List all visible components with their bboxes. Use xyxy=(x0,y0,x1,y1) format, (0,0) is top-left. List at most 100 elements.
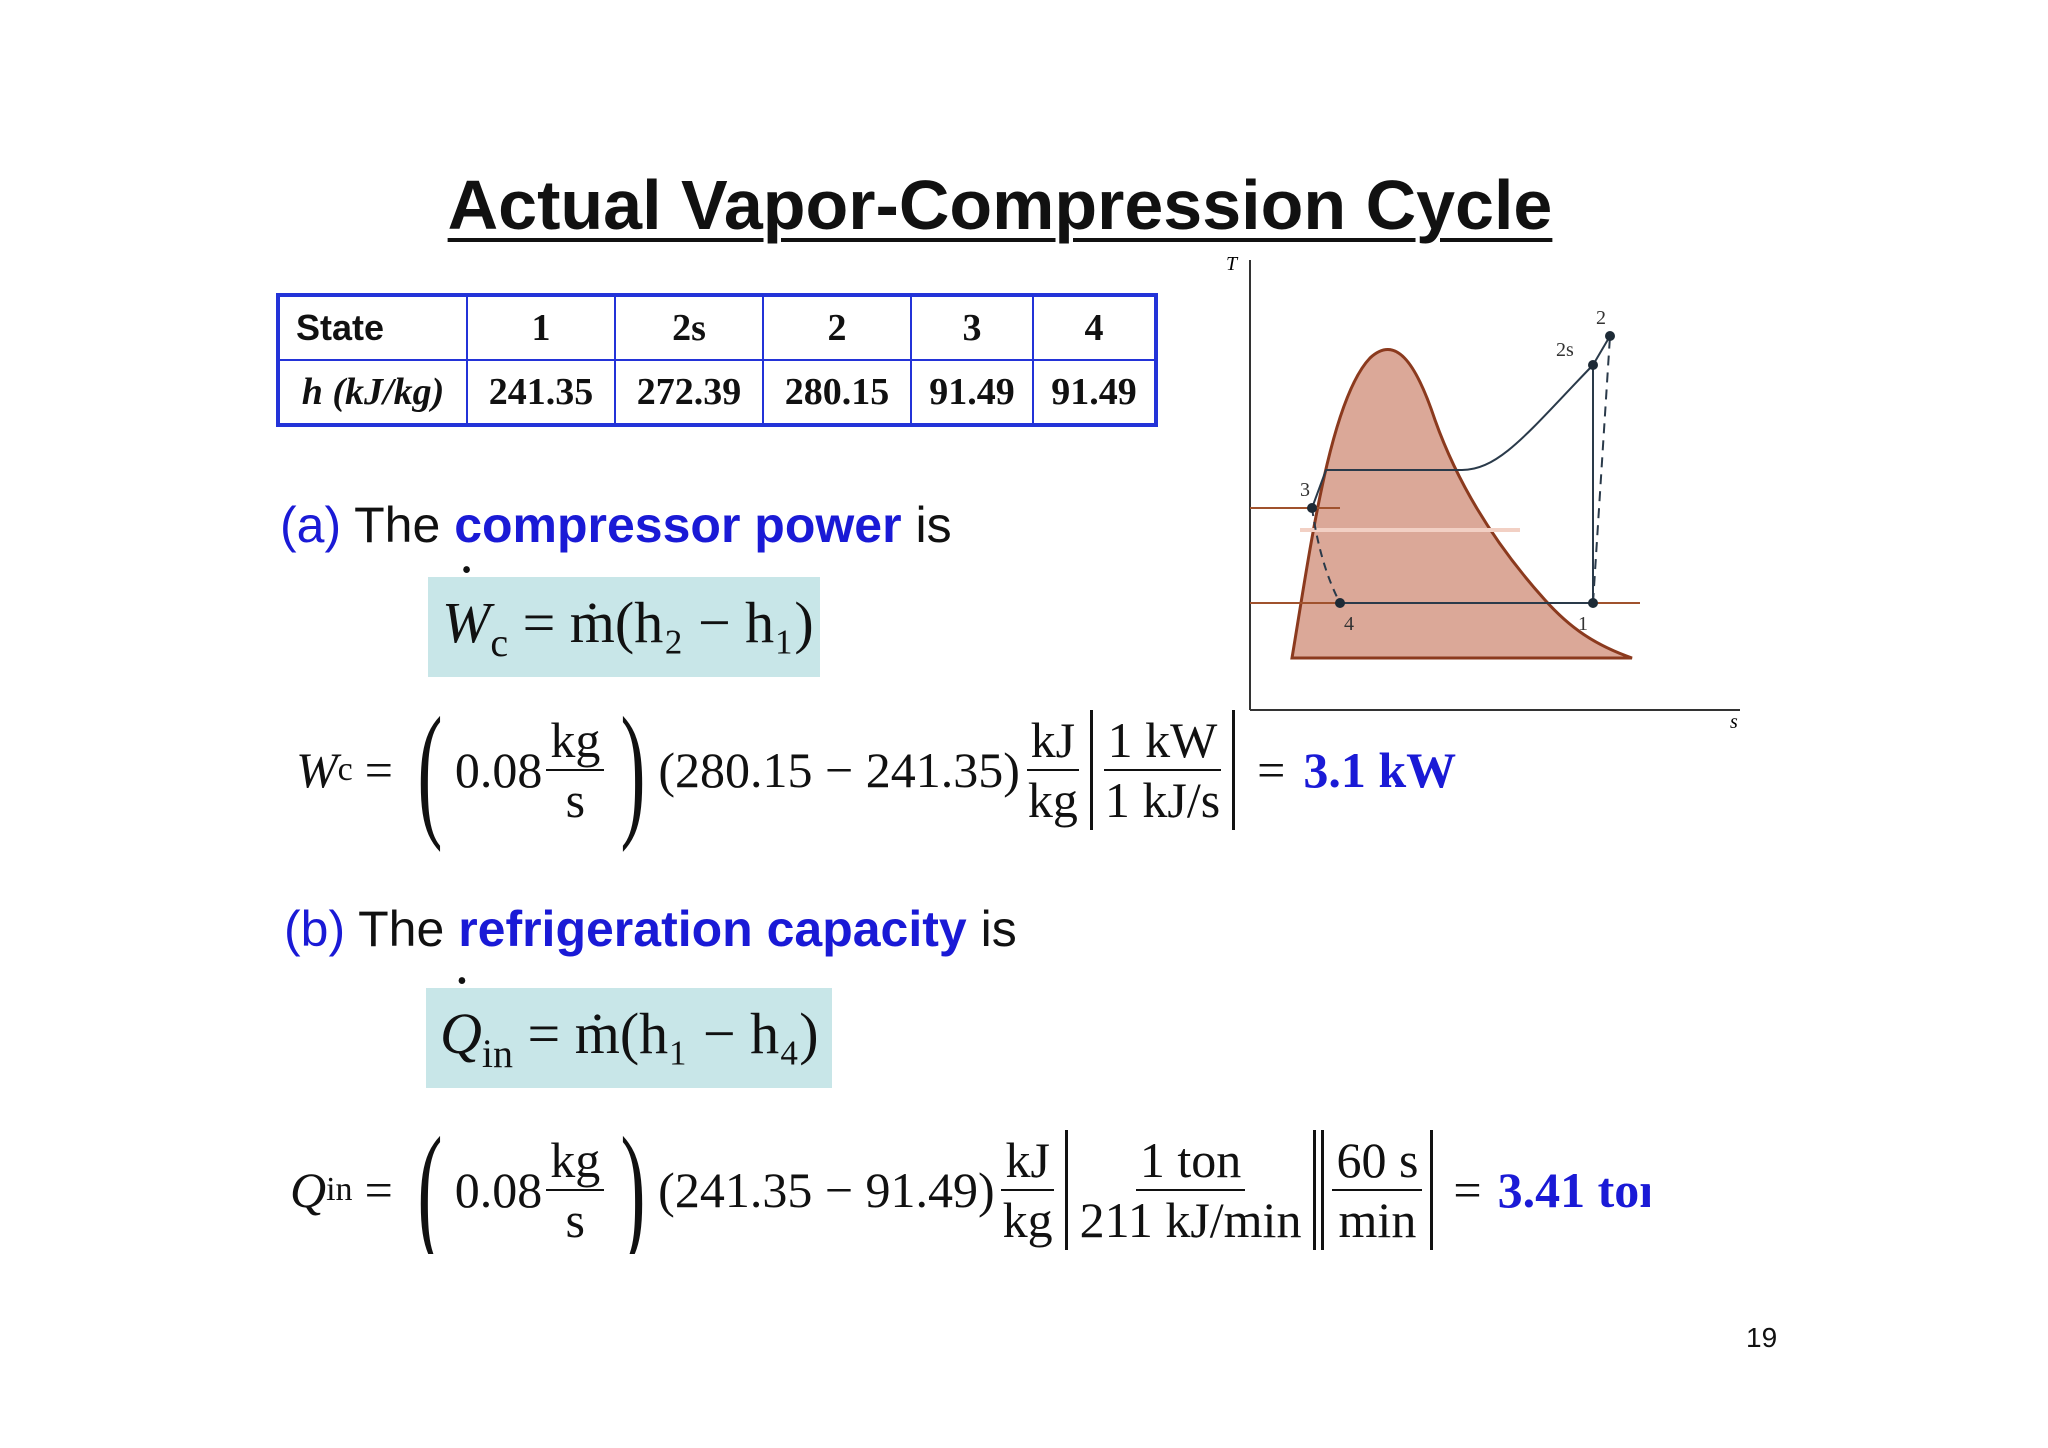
saturation-dome xyxy=(1290,348,1633,660)
condenser-line xyxy=(1311,364,1594,509)
right-paren-icon: ) xyxy=(620,1130,646,1254)
state-enthalpy-table: State 1 2s 2 3 4 h (kJ/kg) 241.35 272.39… xyxy=(276,293,1158,427)
fraction-denominator: s xyxy=(565,772,586,828)
state-label-1: 1 xyxy=(1578,613,1588,635)
time-conversion-fraction: 60 s min xyxy=(1332,1131,1423,1249)
fraction-numerator: kg xyxy=(546,711,605,771)
fraction-denominator: min xyxy=(1338,1192,1417,1248)
superheat-line xyxy=(1592,335,1611,366)
table-header-cell: 1 xyxy=(466,294,616,361)
table-header-row: State 1 2s 2 3 4 xyxy=(277,294,1157,361)
state-label-4: 4 xyxy=(1344,613,1354,635)
fraction-denominator: s xyxy=(565,1192,585,1248)
table-cell: 272.39 xyxy=(614,359,764,426)
calc-flow-rate: 0.08 xyxy=(454,742,543,798)
fraction-numerator: 60 s xyxy=(1332,1131,1423,1191)
section-b-heading: (b) The refrigeration capacity is xyxy=(284,900,1017,958)
table-cell: 280.15 xyxy=(762,359,912,426)
calc-enthalpy-difference: (280.15 − 241.35) xyxy=(658,742,1020,798)
calc-lhs-symbol: W xyxy=(296,742,338,798)
section-b-post: is xyxy=(980,901,1017,957)
calc-equals: = xyxy=(364,1162,393,1218)
state-point-2 xyxy=(1605,331,1615,341)
conversion-bar-icon xyxy=(1064,1130,1068,1250)
fraction-numerator: kJ xyxy=(1001,1131,1054,1191)
throttling-line xyxy=(1311,507,1341,604)
x-axis-label: s xyxy=(1730,711,1738,730)
conversion-double-bar-icon xyxy=(1313,1130,1325,1250)
section-b-label: (b) xyxy=(284,901,346,957)
conversion-fraction: 1 kW 1 kJ/s xyxy=(1101,711,1224,829)
calc-flow-rate: 0.08 xyxy=(454,1162,543,1218)
calc-lhs-subscript: c xyxy=(337,751,353,788)
table-row-label: h (kJ/kg) xyxy=(277,359,468,426)
ton-conversion-fraction: 1 ton 211 kJ/min xyxy=(1076,1131,1306,1249)
actual-compression-line xyxy=(1592,335,1611,604)
section-a-label: (a) xyxy=(280,497,342,553)
calc-equals: = xyxy=(364,742,393,798)
section-a-post: is xyxy=(915,497,952,553)
calc-lhs-symbol: Q xyxy=(290,1162,327,1218)
page-number: 19 xyxy=(1746,1322,1778,1353)
table-header-cell: State xyxy=(277,294,468,361)
slide-title: Actual Vapor-Compression Cycle xyxy=(447,166,1553,244)
equation-rhs: = ṁ(h₂ − h₁) xyxy=(522,589,814,655)
state-point-4 xyxy=(1335,598,1345,608)
fraction-denominator: 211 kJ/min xyxy=(1079,1192,1302,1248)
right-paren-icon: ) xyxy=(620,687,646,853)
fraction-numerator: kJ xyxy=(1026,711,1080,771)
enthalpy-unit-fraction: kJ kg xyxy=(1024,711,1082,829)
fraction-numerator: 1 ton xyxy=(1135,1131,1246,1191)
section-b-emphasis: refrigeration capacity xyxy=(458,901,967,957)
state-point-2s xyxy=(1588,360,1598,370)
calc-enthalpy-difference: (241.35 − 91.49) xyxy=(658,1162,995,1218)
q-dot-symbol: Q xyxy=(440,966,482,1067)
flow-unit-fraction: kg s xyxy=(546,1131,605,1249)
table-header-cell: 2 xyxy=(762,294,912,361)
left-paren-icon: ( xyxy=(417,1130,443,1254)
table-header-cell: 3 xyxy=(910,294,1034,361)
table-cell: 91.49 xyxy=(910,359,1034,426)
state-label-3: 3 xyxy=(1300,479,1310,501)
refrigeration-capacity-equation: Qin = ṁ(h₁ − h₄) xyxy=(426,966,832,1088)
ts-diagram: T s 1 2 2s 3 4 xyxy=(1226,253,1740,730)
left-paren-icon: ( xyxy=(417,687,443,853)
section-a-pre: The xyxy=(354,497,441,553)
table-cell: 241.35 xyxy=(466,359,616,426)
equation-rhs: = ṁ(h₁ − h₄) xyxy=(527,1000,819,1066)
enthalpy-unit-fraction: kJ kg xyxy=(999,1131,1057,1249)
calc-lhs-subscript: in xyxy=(326,1171,353,1208)
result-equals: = xyxy=(1257,742,1286,798)
refrigeration-capacity-result: 3.41 tons xyxy=(1497,1162,1650,1218)
compressor-power-result: 3.1 kW xyxy=(1303,742,1457,798)
table-row: h (kJ/kg) 241.35 272.39 280.15 91.49 91.… xyxy=(277,359,1157,426)
table-cell: 91.49 xyxy=(1032,359,1157,426)
equation-subscript: in xyxy=(481,1030,514,1076)
fraction-denominator: kg xyxy=(1002,1192,1053,1248)
section-b-pre: The xyxy=(358,901,445,957)
compressor-power-equation: Wc = ṁ(h₂ − h₁) xyxy=(428,555,820,677)
flow-unit-fraction: kg s xyxy=(546,711,605,829)
state-label-2: 2 xyxy=(1596,307,1606,329)
fraction-numerator: kg xyxy=(546,1131,605,1191)
equation-subscript: c xyxy=(490,619,509,665)
conversion-bar-icon xyxy=(1089,710,1093,830)
section-a-emphasis: compressor power xyxy=(454,497,902,553)
state-point-1 xyxy=(1588,598,1598,608)
fraction-denominator: 1 kJ/s xyxy=(1104,772,1221,828)
conversion-bar-icon xyxy=(1232,710,1236,830)
table-header-cell: 2s xyxy=(614,294,764,361)
state-label-2s: 2s xyxy=(1556,339,1574,361)
fraction-denominator: kg xyxy=(1027,772,1078,828)
w-dot-symbol: W xyxy=(442,555,490,656)
y-axis-label: T xyxy=(1226,253,1239,275)
conversion-bar-icon xyxy=(1430,1130,1434,1250)
fraction-numerator: 1 kW xyxy=(1103,711,1222,771)
result-equals: = xyxy=(1453,1162,1482,1218)
table-header-cell: 4 xyxy=(1032,294,1157,361)
state-point-3 xyxy=(1307,503,1317,513)
section-a-heading: (a) The compressor power is xyxy=(280,496,952,554)
